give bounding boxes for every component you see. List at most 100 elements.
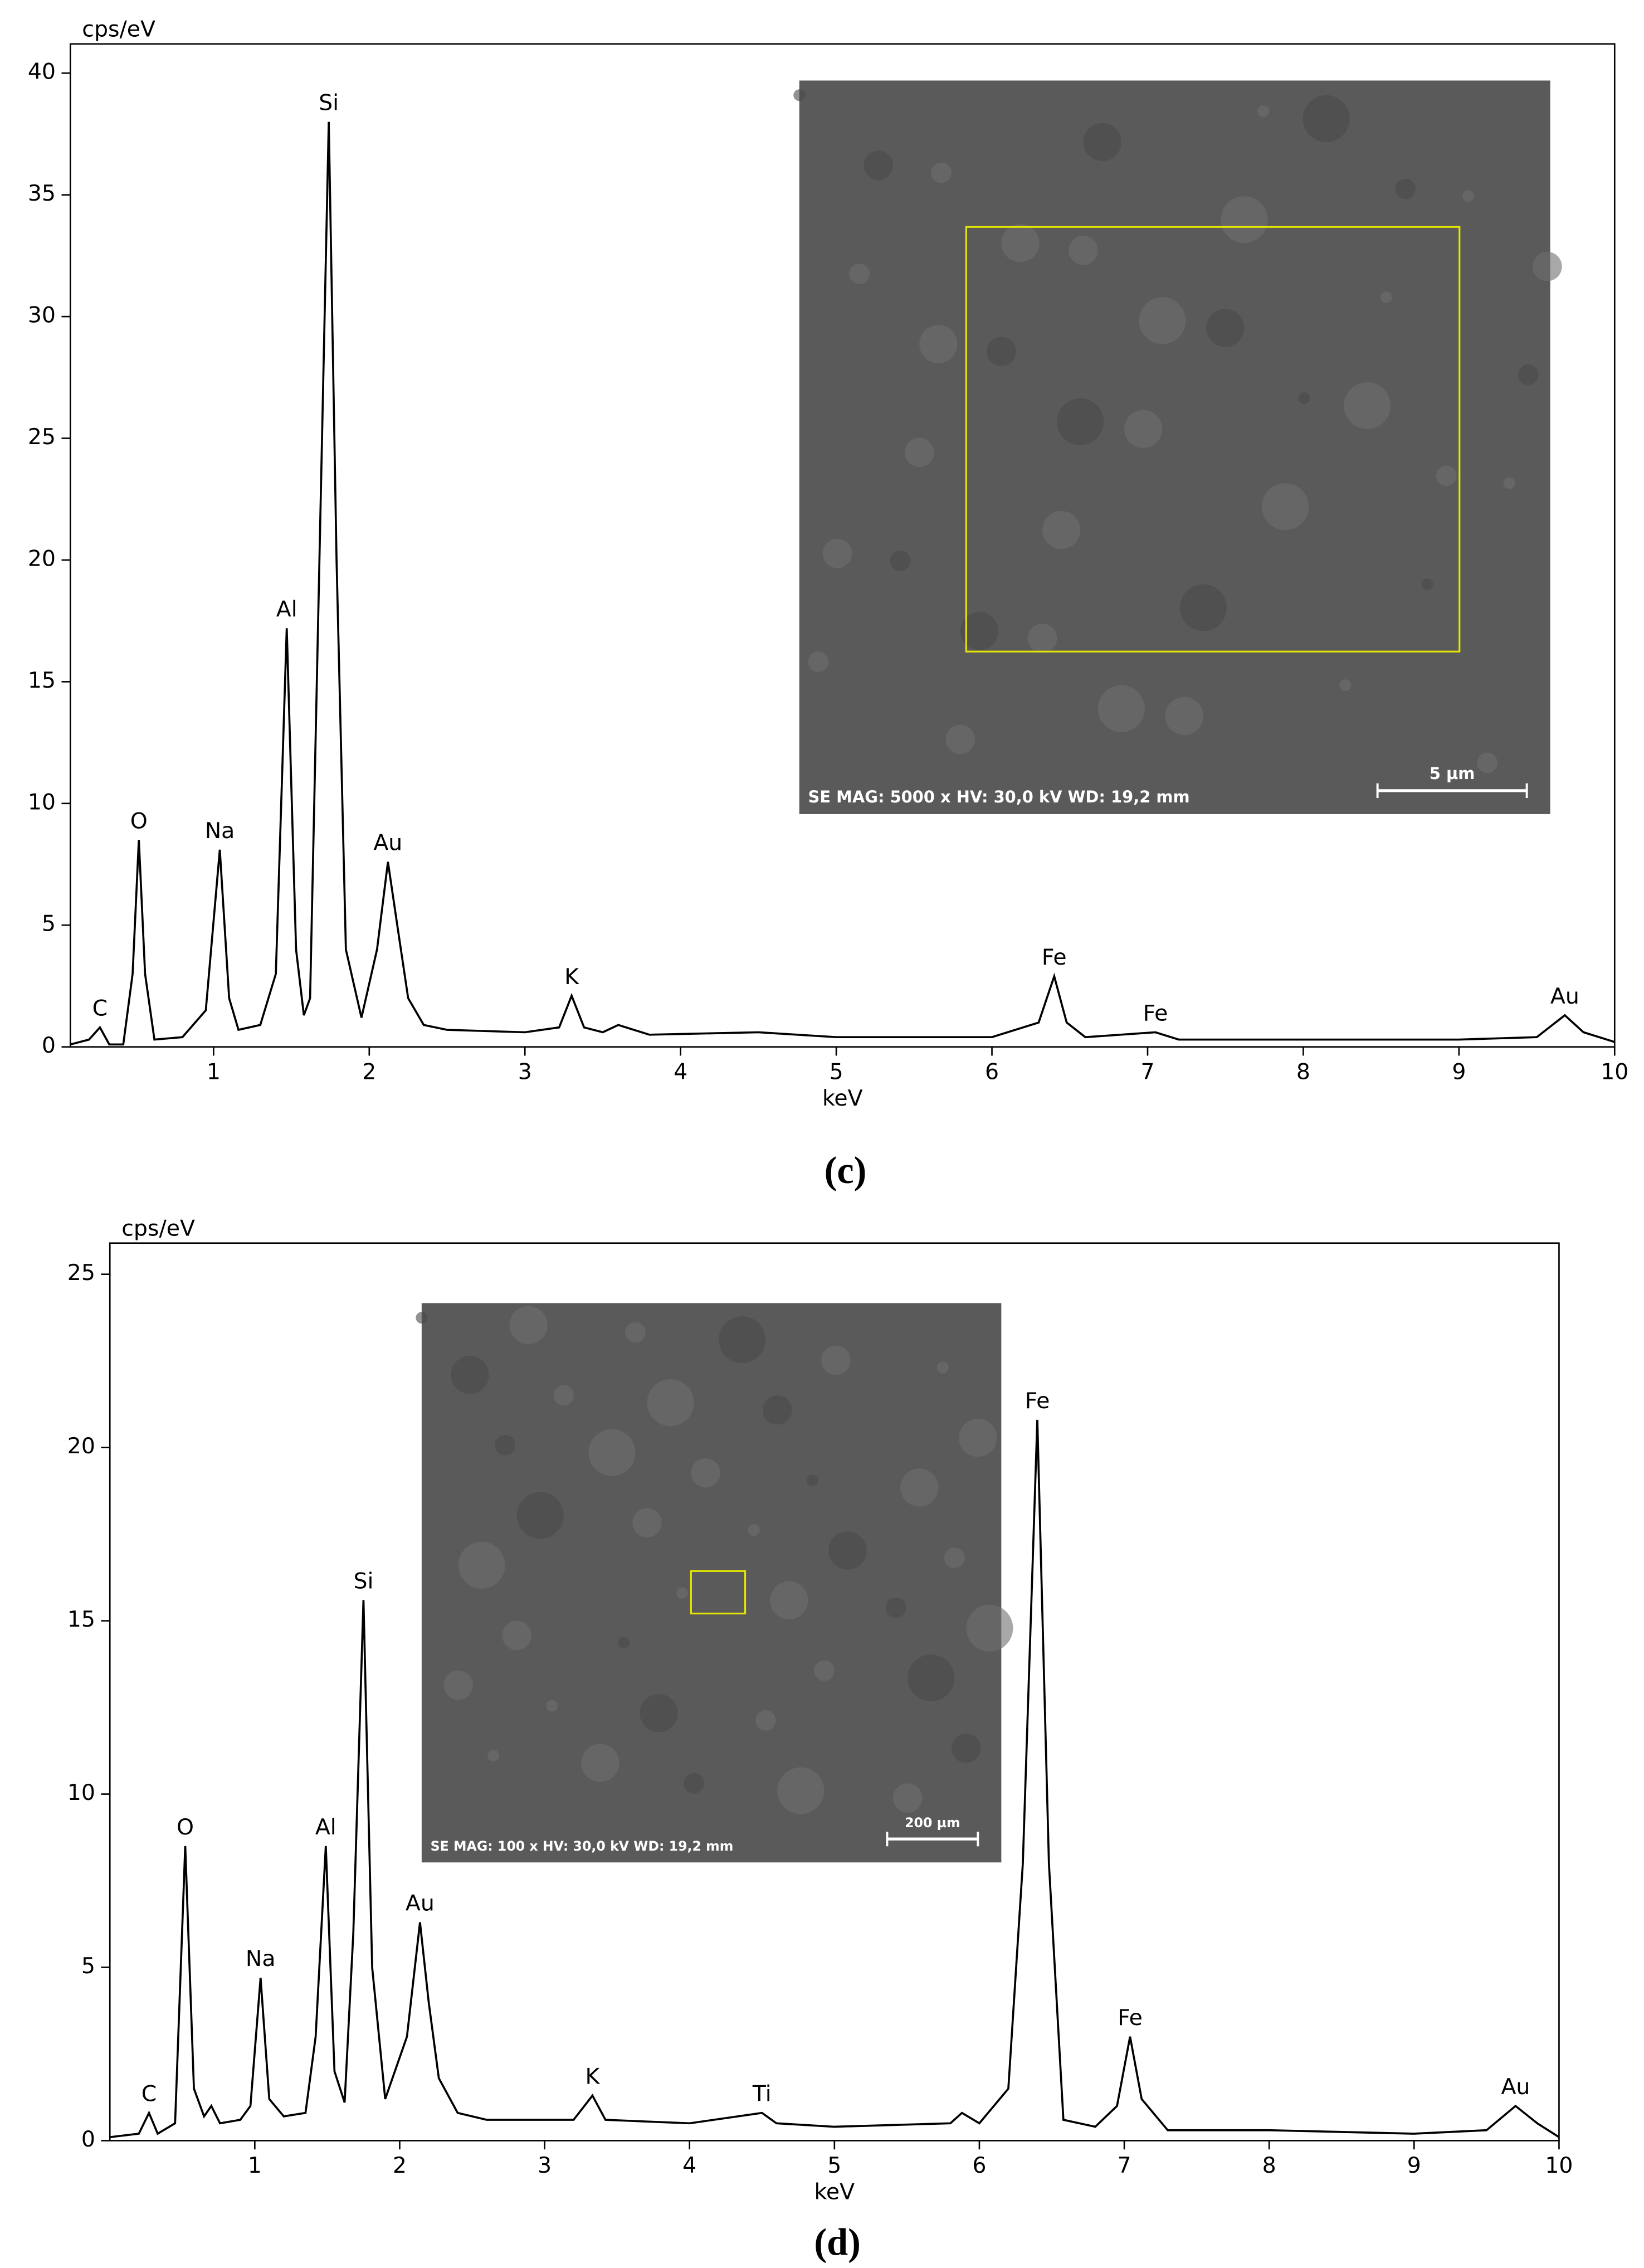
sem-texture [808, 651, 829, 673]
sem-texture [1206, 309, 1245, 347]
sem-texture [1097, 685, 1145, 732]
peak-label: Na [246, 1946, 276, 1972]
y-tick-label: 35 [28, 181, 56, 206]
peak-label: K [586, 2064, 601, 2090]
y-tick-label: 10 [67, 1780, 95, 1805]
y-tick-label: 25 [67, 1260, 95, 1286]
panel-label: (c) [825, 1149, 867, 1191]
sem-texture [632, 1508, 662, 1537]
peak-label: Si [319, 90, 339, 116]
sem-texture [1221, 196, 1268, 244]
scale-bar-label: 200 µm [905, 1815, 960, 1831]
peak-label: O [130, 808, 148, 834]
sem-texture [1257, 105, 1270, 118]
sem-texture [1179, 584, 1227, 631]
peak-label: Fe [1042, 945, 1067, 970]
sem-texture [588, 1429, 636, 1476]
x-tick-label: 10 [1545, 2153, 1573, 2178]
peak-label: Al [276, 596, 297, 622]
y-tick-label: 10 [28, 789, 56, 815]
x-tick-label: 1 [248, 2153, 262, 2178]
x-tick-label: 2 [393, 2153, 407, 2178]
inset-caption: SE MAG: 100 x HV: 30,0 kV WD: 19,2 mm [431, 1838, 734, 1854]
inset-caption: SE MAG: 5000 x HV: 30,0 kV WD: 19,2 mm [808, 787, 1190, 806]
x-tick-label: 8 [1296, 1059, 1310, 1084]
sem-texture [502, 1620, 531, 1651]
x-tick-label: 5 [830, 1059, 843, 1084]
y-tick-label: 0 [42, 1033, 56, 1058]
x-tick-label: 9 [1407, 2153, 1421, 2178]
sem-texture [1395, 178, 1416, 199]
peak-label: Si [353, 1568, 373, 1594]
spectrum-line [110, 1419, 1560, 2139]
sem-texture [885, 1597, 906, 1618]
sem-texture [793, 89, 806, 101]
x-tick-label: 4 [674, 1059, 687, 1084]
y-tick-label: 15 [67, 1607, 95, 1632]
sem-texture [806, 1474, 818, 1486]
sem-texture [904, 437, 934, 468]
sem-texture [892, 1783, 923, 1813]
sem-texture [617, 1637, 630, 1649]
sem-texture [458, 1541, 505, 1589]
sem-texture [1421, 578, 1433, 590]
sem-texture [945, 724, 975, 755]
plot-frame [69, 43, 1616, 1048]
sem-texture [770, 1581, 808, 1620]
y-tick-label: 15 [28, 668, 56, 693]
sem-texture [625, 1322, 646, 1343]
x-tick-label: 9 [1452, 1059, 1466, 1084]
peak-label: Na [205, 818, 235, 844]
sem-texture [495, 1434, 516, 1456]
sem-texture [821, 1345, 851, 1375]
peak-label: K [564, 964, 579, 990]
spectrum-line [70, 121, 1615, 1046]
selection-box [965, 226, 1461, 653]
y-tick-label: 20 [67, 1433, 95, 1459]
peak-label: Au [1501, 2074, 1530, 2100]
peak-label: O [177, 1814, 194, 1840]
sem-texture [676, 1587, 689, 1599]
sem-texture [822, 538, 852, 568]
peak-label: C [142, 2081, 157, 2107]
x-tick-label: 3 [538, 2153, 552, 2178]
sem-texture [1139, 297, 1186, 344]
x-axis-label: keV [814, 2179, 855, 2205]
sem-texture [1339, 679, 1352, 692]
sem-texture [509, 1306, 548, 1345]
sem-texture [1462, 190, 1475, 202]
panel-label: (d) [814, 2221, 860, 2263]
peak-label: Fe [1118, 2005, 1143, 2031]
sem-texture [936, 1361, 949, 1374]
sem-texture [814, 1660, 835, 1681]
peak-label: Au [406, 1891, 435, 1916]
sem-texture [931, 162, 952, 183]
sem-texture [640, 1694, 678, 1732]
sem-texture [1518, 364, 1539, 386]
y-tick-label: 0 [81, 2126, 95, 2152]
peak-label: Au [373, 830, 402, 856]
sem-texture [647, 1379, 694, 1427]
sem-texture [919, 325, 958, 363]
sem-texture [900, 1468, 939, 1507]
sem-texture [959, 1419, 997, 1457]
sem-texture [1165, 697, 1203, 736]
sem-texture [1380, 291, 1392, 303]
sem-texture [581, 1744, 619, 1782]
scale-bar-label: 5 µm [1430, 764, 1475, 783]
sem-texture [952, 1733, 981, 1763]
x-tick-label: 6 [972, 2153, 986, 2178]
sem-texture [1124, 410, 1163, 449]
sem-texture [1057, 398, 1104, 445]
peak-label: Ti [752, 2081, 772, 2107]
sem-texture [763, 1395, 792, 1425]
x-tick-label: 6 [985, 1059, 999, 1084]
y-tick-label: 20 [28, 546, 56, 571]
x-tick-label: 8 [1262, 2153, 1276, 2178]
sem-image [421, 1303, 1002, 1863]
peak-label: Al [315, 1814, 336, 1840]
x-tick-label: 1 [207, 1059, 221, 1084]
peak-label: Fe [1143, 1000, 1168, 1026]
x-axis-label: keV [822, 1086, 863, 1111]
